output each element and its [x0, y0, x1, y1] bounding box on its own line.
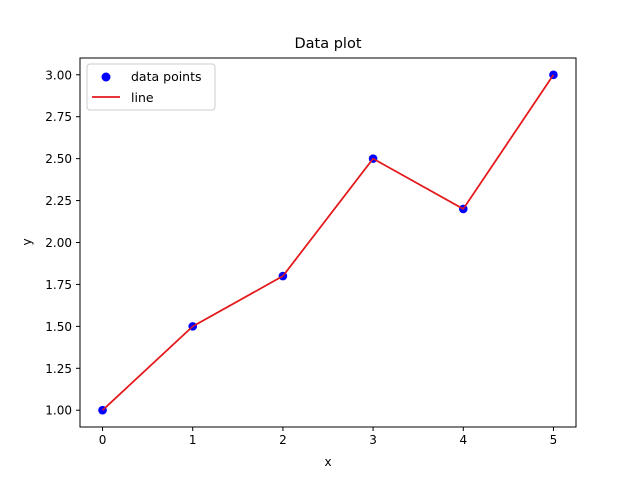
legend: data points line: [86, 63, 216, 111]
y-tick-label: 1.50: [45, 320, 72, 334]
x-tick-label: 1: [189, 433, 197, 447]
chart-title: Data plot: [294, 36, 361, 52]
x-tick-label: 4: [459, 433, 467, 447]
data-point: [549, 70, 558, 80]
y-tick-label: 1.75: [45, 278, 72, 292]
legend-frame: [86, 63, 216, 111]
x-axis-label: x: [324, 455, 331, 469]
legend-marker-data-points: [101, 72, 111, 82]
y-tick-label: 2.00: [45, 236, 72, 250]
y-tick-label: 2.25: [45, 194, 72, 208]
x-tick-label: 0: [99, 433, 107, 447]
series-line: [101, 74, 555, 411]
legend-label-line: line: [131, 90, 154, 105]
legend-label-data-points: data points: [131, 69, 202, 84]
x-tick-label: 2: [279, 433, 287, 447]
series-line-overlay: [102, 74, 555, 411]
y-tick-label: 1.25: [45, 362, 72, 376]
plot-area: 0 1 2 3 4 5 1.00 1.25 1.50 1.75 2.00 2.25 2.50 2.75 3.…: [45, 57, 577, 447]
y-tick-label: 3.00: [45, 68, 72, 82]
y-tick-label: 1.00: [45, 404, 72, 418]
y-tick-label: 2.50: [45, 152, 72, 166]
x-tick-label: 3: [369, 433, 377, 447]
y-tick-label: 2.75: [45, 110, 72, 124]
axes-frame: [79, 57, 577, 428]
x-tick-label: 5: [550, 433, 558, 447]
y-axis-label: y: [20, 238, 34, 245]
